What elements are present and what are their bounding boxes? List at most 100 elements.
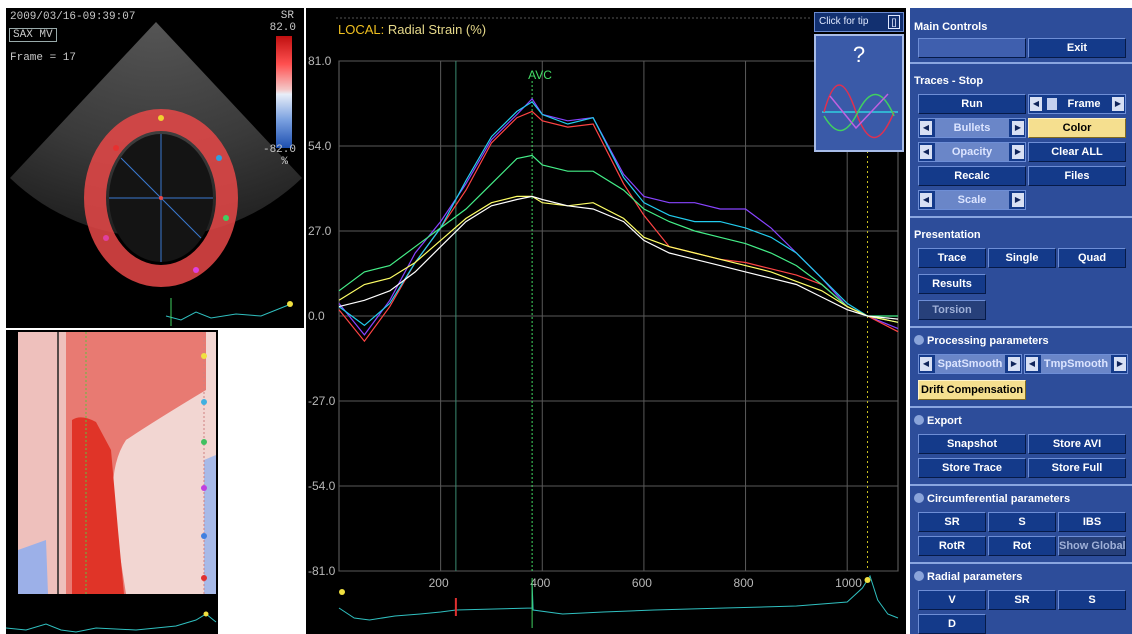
tmpsmooth-label: TmpSmooth [1041,355,1111,373]
snapshot-button[interactable]: Snapshot [918,434,1026,454]
arrow-right-icon[interactable]: ▶ [1008,357,1020,371]
exit-button[interactable]: Exit [1028,38,1126,58]
drift-compensation-button[interactable]: Drift Compensation [918,380,1026,400]
arrow-left-icon[interactable]: ◀ [1026,357,1038,371]
strain-graph[interactable]: 81.0 54.0 27.0 0.0 -27.0 -54.0 -81.0 200 400 600 8… [306,8,906,634]
rad-s-button[interactable]: S [1058,590,1126,610]
rot-button[interactable]: Rot [988,536,1056,556]
pin-icon[interactable]: [] [888,15,900,29]
clear-all-button[interactable]: Clear ALL [1028,142,1126,162]
view-label: SAX MV [9,28,57,42]
arrow-left-icon[interactable]: ◀ [920,357,932,371]
torsion-button[interactable]: Torsion [918,300,986,320]
graph-title: LOCAL: Radial Strain (%) [338,22,486,37]
section-divider [910,484,1132,486]
tip-panel[interactable]: ? [814,34,904,152]
collapse-icon[interactable] [914,571,924,581]
arrow-right-icon[interactable]: ▶ [1012,121,1024,135]
tip-label: Click for tip [819,16,869,27]
rad-v-button[interactable]: V [918,590,986,610]
bullets-label: Bullets [935,119,1009,137]
ibs-button[interactable]: IBS [1058,512,1126,532]
section-divider [910,406,1132,408]
y-tick-label: -54.0 [308,479,336,493]
question-icon: ? [852,42,866,67]
show-global-button[interactable]: Show Global [1058,536,1126,556]
radial-header-label: Radial parameters [927,571,1023,583]
series-line-6 [338,195,899,320]
trace-button[interactable]: Trace [918,248,986,268]
frame-slider-knob[interactable] [1047,98,1057,110]
recalc-button[interactable]: Recalc [918,166,1026,186]
store-full-button[interactable]: Store Full [1028,458,1126,478]
x-tick-label: 200 [429,576,449,590]
x-tick-label: 800 [734,576,754,590]
collapse-icon[interactable] [914,335,924,345]
radial-header[interactable]: Radial parameters [914,568,1022,586]
blank-button[interactable] [918,38,1026,58]
circumferential-header-label: Circumferential parameters [927,493,1071,505]
section-divider [910,216,1132,218]
x-tick-label: 600 [632,576,652,590]
strain-chart: 81.0 54.0 27.0 0.0 -27.0 -54.0 -81.0 200 400 600 8… [308,17,899,628]
circ-s-button[interactable]: S [988,512,1056,532]
circ-sr-button[interactable]: SR [918,512,986,532]
results-button[interactable]: Results [918,274,986,294]
processing-header[interactable]: Processing parameters [914,332,1049,350]
tip-waveform-icon [822,84,898,139]
arrow-left-icon[interactable]: ◀ [920,193,932,207]
tmpsmooth-spinner[interactable]: ◀ TmpSmooth ▶ [1024,354,1128,374]
quad-button[interactable]: Quad [1058,248,1126,268]
rad-d-button[interactable]: D [918,614,986,634]
files-button[interactable]: Files [1028,166,1126,186]
tip-box[interactable]: Click for tip [] ? [814,12,904,152]
curved-mmode-view[interactable] [6,330,218,634]
series-line-3 [338,101,899,327]
color-button[interactable]: Color [1028,118,1126,138]
rad-sr-button[interactable]: SR [988,590,1056,610]
arrow-left-icon[interactable]: ◀ [920,145,932,159]
y-tick-label: -27.0 [308,394,336,408]
traces-header: Traces - Stop [914,75,984,87]
sr-label: SR [280,10,294,22]
y-tick-label: 81.0 [308,54,332,68]
scale-unit: % [281,156,288,168]
export-header[interactable]: Export [914,412,962,430]
arrow-right-icon[interactable]: ▶ [1112,97,1124,111]
arrow-right-icon[interactable]: ▶ [1012,193,1024,207]
scale-bottom: -82.0 [262,144,296,156]
collapse-icon[interactable] [914,493,924,503]
arrow-right-icon[interactable]: ▶ [1114,357,1126,371]
scale-top: 82.0 [269,22,296,34]
section-divider [910,562,1132,564]
frame-label: Frame = 17 [10,52,77,64]
circumferential-header[interactable]: Circumferential parameters [914,490,1070,508]
section-divider [910,62,1132,64]
echo-view[interactable]: 2009/03/16-09:39:07 SAX MV Frame = 17 SR… [6,8,304,328]
tip-header[interactable]: Click for tip [] [814,12,904,32]
run-button[interactable]: Run [918,94,1026,114]
arrow-left-icon[interactable]: ◀ [920,121,932,135]
single-button[interactable]: Single [988,248,1056,268]
graph-title-text: Radial Strain (%) [387,22,487,37]
collapse-icon[interactable] [914,415,924,425]
presentation-header: Presentation [914,229,981,241]
scale-spinner[interactable]: ◀ Scale ▶ [918,190,1026,210]
opacity-spinner[interactable]: ◀ Opacity ▶ [918,142,1026,162]
series-line-4 [338,154,898,317]
frame-label: Frame [1067,98,1101,110]
graph-title-prefix: LOCAL: [338,22,385,37]
spatsmooth-spinner[interactable]: ◀ SpatSmooth ▶ [918,354,1022,374]
section-divider [910,326,1132,328]
store-trace-button[interactable]: Store Trace [918,458,1026,478]
store-avi-button[interactable]: Store AVI [1028,434,1126,454]
y-tick-label: 0.0 [308,309,325,323]
bullets-spinner[interactable]: ◀ Bullets ▶ [918,118,1026,138]
arrow-right-icon[interactable]: ▶ [1012,145,1024,159]
frame-spinner[interactable]: ◀ Frame ▶ [1028,94,1126,114]
rotr-button[interactable]: RotR [918,536,986,556]
spatsmooth-label: SpatSmooth [935,355,1005,373]
arrow-left-icon[interactable]: ◀ [1030,97,1042,111]
export-header-label: Export [927,415,962,427]
processing-header-label: Processing parameters [927,335,1049,347]
